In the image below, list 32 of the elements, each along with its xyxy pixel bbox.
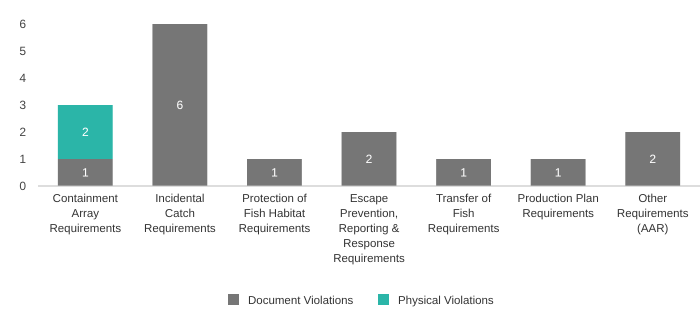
x-tick-label: Incidental Catch Requirements [144,193,216,235]
data-label: 2 [82,125,89,139]
legend-label: Physical Violations [398,295,494,307]
x-tick-label: Other Requirements (AAR) [616,193,689,235]
x-tick-label: Transfer of Fish Requirements [428,193,500,235]
bar [625,132,680,186]
data-label: 1 [271,166,278,180]
y-tick-label: 5 [19,44,26,58]
y-tick-label: 0 [19,179,26,193]
y-tick-label: 1 [19,152,26,166]
data-label: 1 [554,166,562,180]
x-tick-label: Escape Prevention, Reporting & Response Requirements [333,193,406,265]
y-tick-label: 2 [19,125,26,139]
x-tick-label: Production Plan Requirements [518,193,599,220]
x-tick-label: Protection of Fish Habitat Requirements [238,193,310,235]
y-tick-label: 4 [19,71,26,85]
data-label: 1 [82,166,89,180]
bar [342,132,396,186]
bar [247,159,302,186]
data-label: 2 [366,152,373,166]
data-label: 1 [460,166,468,180]
x-tick-label: Containment Array Requirements [49,193,122,235]
bar [58,159,113,186]
bar [152,24,208,186]
bar [436,159,491,186]
data-label: 2 [649,152,656,166]
bar [58,105,113,159]
bar [530,159,586,186]
data-label: 6 [176,98,184,112]
y-tick-label: 6 [19,17,26,31]
legend-label: Document Violations [248,295,354,307]
y-tick-label: 3 [19,98,26,112]
